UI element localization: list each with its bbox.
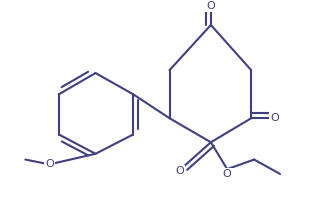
Text: O: O — [223, 169, 232, 179]
Text: O: O — [206, 1, 215, 10]
Text: O: O — [270, 113, 279, 123]
Text: O: O — [175, 166, 184, 176]
Text: O: O — [45, 159, 54, 169]
